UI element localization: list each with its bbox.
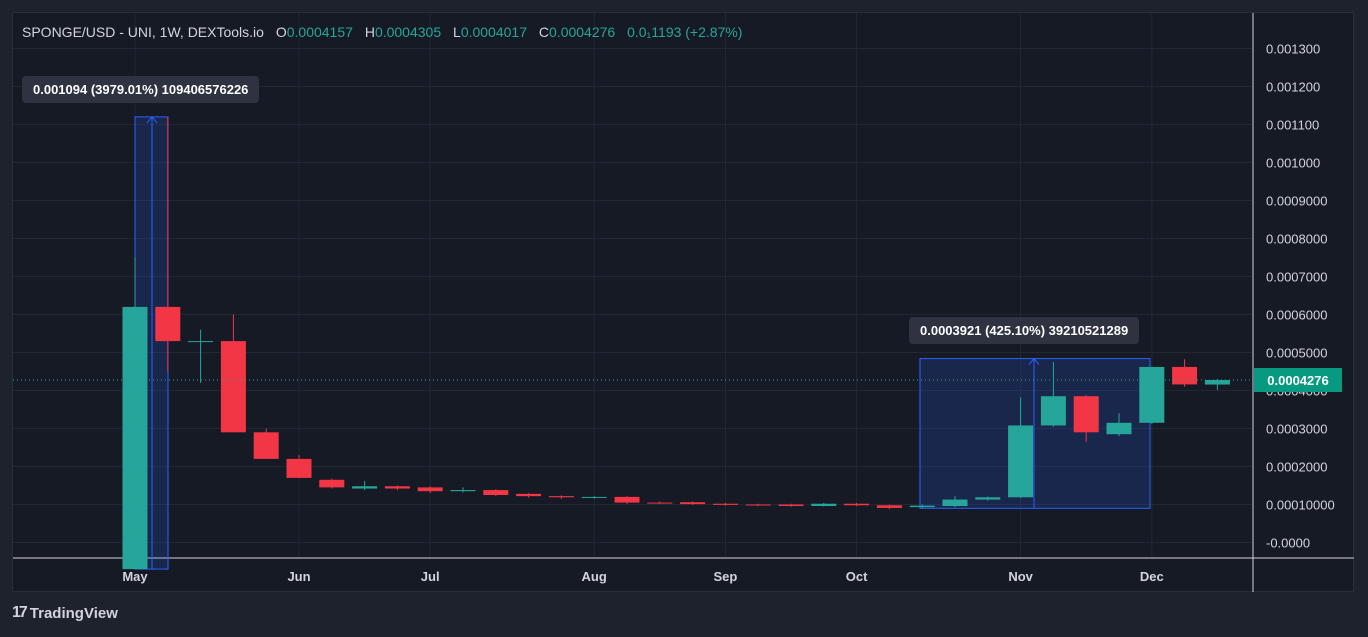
tradingview-logo-icon: 17 [12,604,28,621]
last-price-tag: 0.0004276 [1254,368,1342,392]
candle-down [876,505,902,508]
measurement-label-2: 0.0003921 (425.10%) 39210521289 [909,317,1140,344]
change-value: 0.0₁1193 (+2.87%) [627,24,743,40]
candle-down [1172,366,1198,385]
candle-down [417,487,443,492]
y-tick-label: 0.0002000 [1266,460,1327,475]
candle-down [680,502,706,505]
candle-up [1008,425,1034,498]
candle-up [811,503,837,507]
candle-up [975,497,1001,500]
y-tick-label: 0.001200 [1266,80,1320,95]
candle-down [286,458,312,478]
candle-down [220,341,246,433]
candle-down [253,432,279,459]
y-tick-label: 0.001300 [1266,42,1320,57]
x-tick-label: Jun [287,569,310,584]
candle-down [516,493,542,497]
measurement-label-1: 0.001094 (3979.01%) 109406576226 [22,76,260,103]
candle-down [319,479,345,488]
low-value: 0.0004017 [460,24,527,40]
y-tick-label: 0.0006000 [1266,308,1327,323]
x-tick-label: May [122,569,148,584]
candle-down [548,496,574,498]
symbol-label: SPONGE/USD - UNI, 1W, DEXTools.io [22,24,264,40]
y-tick-label: 0.00010000 [1266,498,1335,513]
candle-up [1040,396,1066,426]
candle-down [155,306,181,342]
measurement-arrowhead [146,116,158,124]
y-tick-label: 0.0007000 [1266,270,1327,285]
x-tick-label: Oct [846,569,868,584]
candle-up [1139,366,1165,423]
high-value: 0.0004305 [374,24,442,40]
candle-down [1073,396,1099,433]
y-tick-label: 0.0009000 [1266,194,1327,209]
tradingview-logo[interactable]: 17 TradingView [12,604,118,622]
candle-up [352,486,378,489]
candle-down [483,490,509,495]
y-tick-label: 0.0008000 [1266,232,1327,247]
y-tick-label: 0.0003000 [1266,422,1327,437]
y-tick-label: 0.001000 [1266,156,1320,171]
candle-up [581,496,607,498]
candle-down [778,504,804,507]
candle-up [909,505,935,508]
candle-down [745,504,771,506]
candle-up [1204,380,1230,385]
candle-up [1106,422,1132,435]
candle-down [712,503,738,505]
x-tick-label: Nov [1008,569,1033,584]
open-label: O [275,24,287,40]
candle-up [942,499,968,507]
candle-down [384,486,410,489]
candle-up [122,306,148,570]
candle-down [647,502,673,504]
measurement-arrowhead [1028,357,1040,365]
candle-up [188,341,214,343]
candle-up [450,490,476,492]
y-tick-label: 0.0005000 [1266,346,1327,361]
close-value: 0.0004276 [549,24,616,40]
chart-frame[interactable] [12,12,1354,592]
open-value: 0.0004157 [286,24,353,40]
low-label: L [453,24,461,40]
close-label: C [538,24,550,40]
brand-name: TradingView [29,604,118,622]
x-tick-label: Aug [582,569,607,584]
x-tick-label: Sep [713,569,737,584]
chart-legend: SPONGE/USD - UNI, 1W, DEXTools.io O0.000… [22,24,742,40]
candle-down [844,503,870,506]
x-tick-label: Jul [421,569,440,584]
y-tick-label: 0.001100 [1266,118,1319,133]
x-tick-label: Dec [1140,569,1164,584]
high-label: H [364,24,375,40]
candle-down [614,496,640,503]
y-tick-label: -0.0000 [1266,536,1310,551]
